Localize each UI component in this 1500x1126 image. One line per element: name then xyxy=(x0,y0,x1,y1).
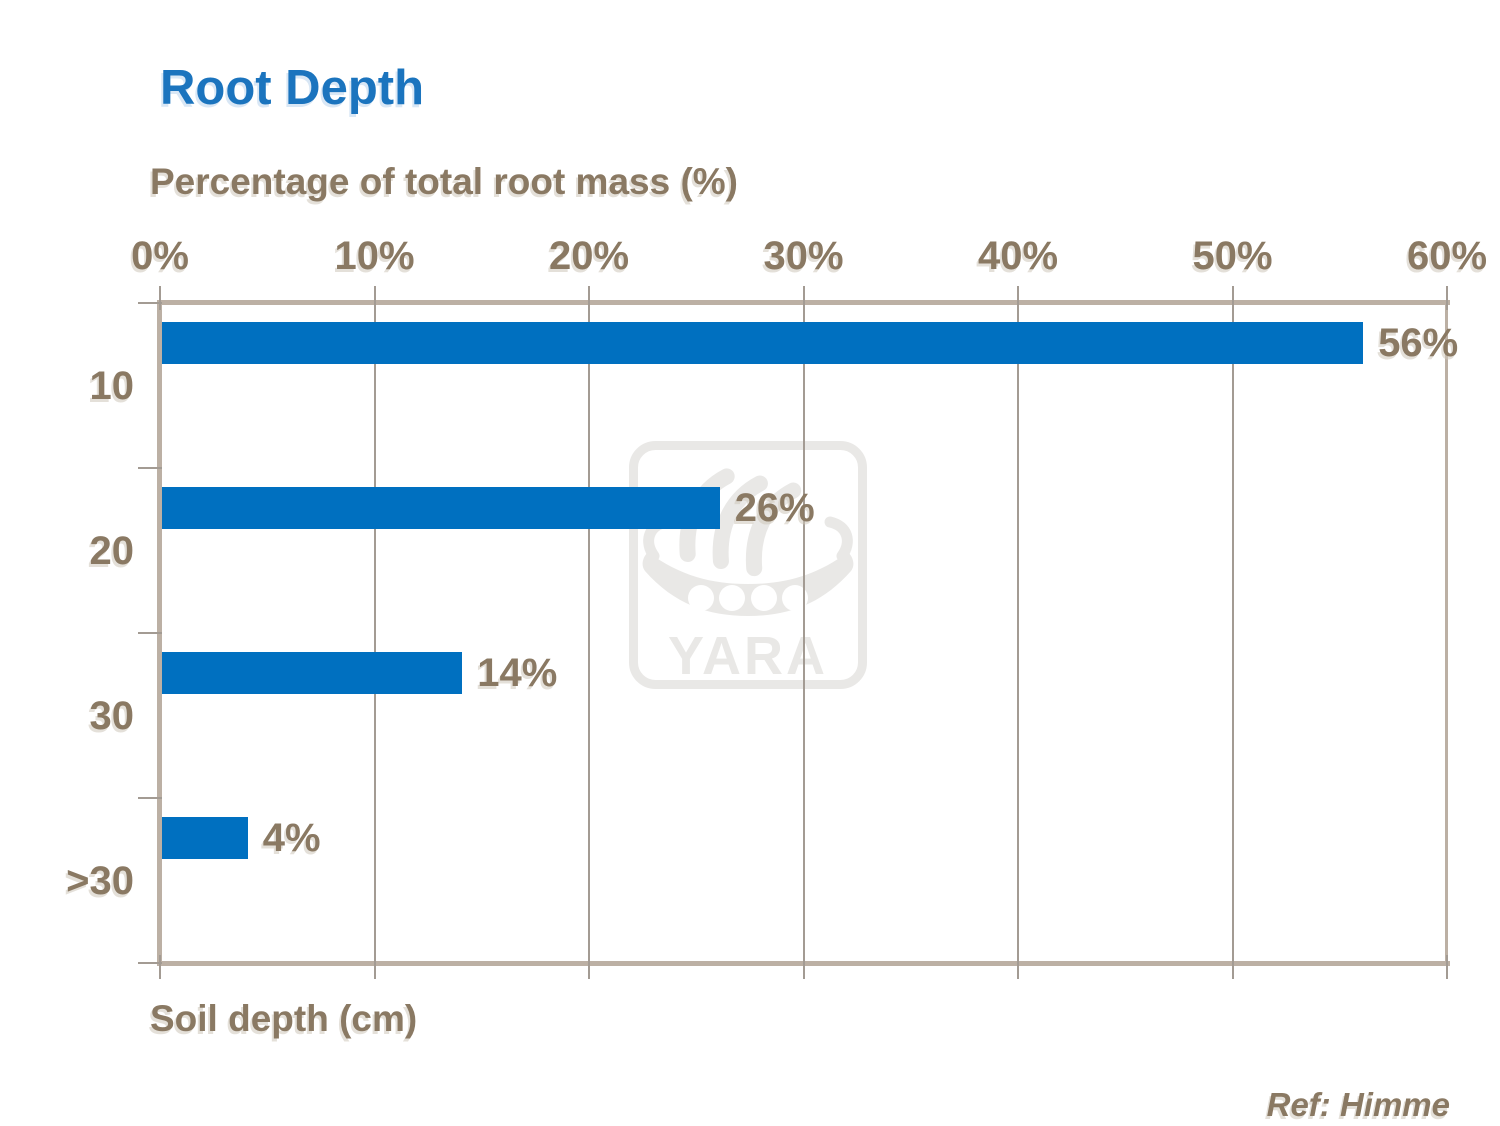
y-tick-mark xyxy=(138,467,162,469)
x-tick-mark-top xyxy=(1446,286,1448,310)
x-tick-mark-top xyxy=(802,286,805,310)
x-tick-mark-top xyxy=(159,286,161,310)
x-tick-mark-bottom xyxy=(1231,955,1234,979)
x-tick-label: 0% xyxy=(131,234,189,278)
gridline xyxy=(1231,303,1234,963)
x-tick-label: 40% xyxy=(977,234,1059,278)
gridline xyxy=(802,303,805,963)
gridline xyxy=(1017,303,1019,963)
x-tick-label: 50% xyxy=(1192,234,1273,278)
category-label-1: 10 xyxy=(89,363,135,408)
x-tick-mark-bottom xyxy=(159,955,161,979)
watermark-border xyxy=(629,441,867,689)
data-label-1: 56% xyxy=(1378,320,1459,365)
x-tick-mark-top xyxy=(373,286,376,310)
category-label-2: 20 xyxy=(89,528,135,573)
x-tick-mark-bottom xyxy=(1017,955,1019,979)
x-tick-mark-top xyxy=(1231,286,1234,310)
watermark-wordmark: YARA xyxy=(668,626,828,686)
data-bar-4 xyxy=(162,817,248,859)
x-tick-mark-bottom xyxy=(802,955,805,979)
reference-text: Ref: Himme xyxy=(1266,1086,1450,1123)
x-tick-mark-top xyxy=(588,286,590,310)
x-tick-label: 10% xyxy=(334,234,415,278)
x-tick-label: 30% xyxy=(763,234,844,278)
plot-area: 56% 26% 14% 4% xyxy=(138,286,1458,979)
y-tick-mark xyxy=(138,962,162,964)
category-label-3: 30 xyxy=(89,693,135,738)
gridline xyxy=(373,303,376,963)
x-tick-label: 20% xyxy=(548,234,630,278)
data-label-2: 26% xyxy=(734,485,815,530)
x-tick-mark-top xyxy=(1017,286,1019,310)
y-axis-title: Soil depth (cm) xyxy=(150,998,418,1039)
data-label-4: 4% xyxy=(262,815,321,860)
yara-watermark-logo: YARA xyxy=(629,441,867,689)
x-tick-mark-bottom xyxy=(373,955,376,979)
x-axis-title: Percentage of total root mass (%) xyxy=(150,161,739,202)
viking-ship-hull-icon xyxy=(642,516,854,616)
data-bar-2 xyxy=(162,487,720,529)
category-label-4: >30 xyxy=(66,858,134,903)
y-tick-mark xyxy=(138,302,162,304)
x-tick-mark-bottom xyxy=(588,955,590,979)
data-bar-1 xyxy=(162,322,1364,364)
x-tick-label: 60% xyxy=(1406,234,1488,278)
x-tick-mark-bottom xyxy=(1446,955,1448,979)
data-label-3: 14% xyxy=(477,650,558,695)
y-tick-mark xyxy=(138,632,162,634)
data-bar-3 xyxy=(162,652,463,694)
gridline xyxy=(588,303,590,963)
y-tick-mark xyxy=(138,797,162,799)
chart-title: Root Depth xyxy=(160,61,424,115)
y-axis-line-right xyxy=(1445,300,1448,966)
